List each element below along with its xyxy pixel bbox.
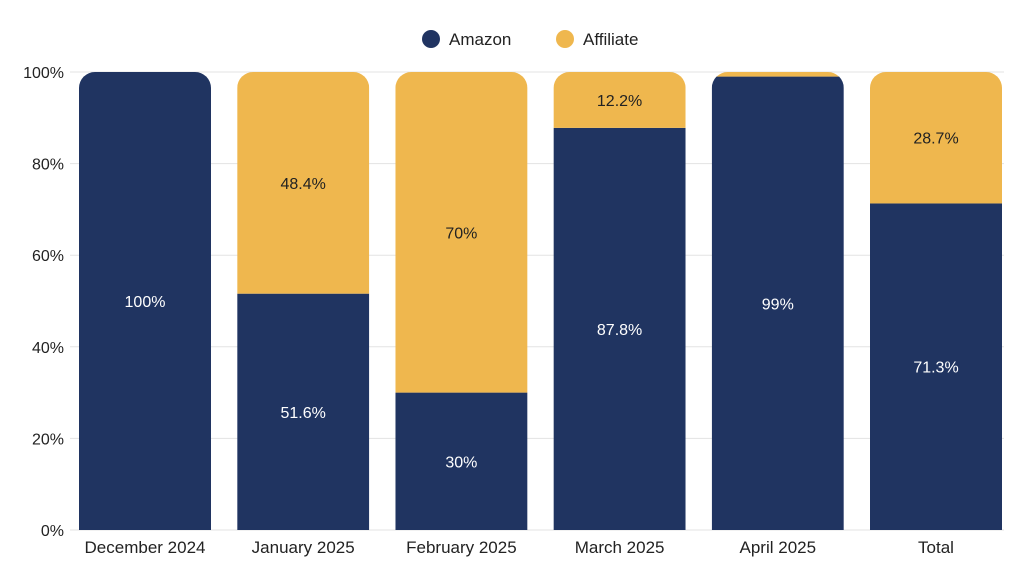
data-labels: 100% 51.6% 48.4% 30% 70% 87.8% 12.2% 99% 71.3% 28… bbox=[125, 93, 959, 471]
y-tick-label: 60% bbox=[32, 248, 64, 265]
x-tick-label: January 2025 bbox=[252, 538, 355, 557]
legend-marker-affiliate bbox=[556, 30, 574, 48]
x-tick-label: December 2024 bbox=[85, 538, 206, 557]
y-tick-label: 0% bbox=[41, 523, 64, 540]
y-tick-label: 100% bbox=[23, 65, 64, 82]
x-tick-label: February 2025 bbox=[406, 538, 517, 557]
x-tick-label: March 2025 bbox=[575, 538, 665, 557]
bar-amazon bbox=[711, 76, 844, 530]
bar-affiliate bbox=[553, 72, 686, 128]
bar-amazon bbox=[395, 392, 528, 530]
data-label-amazon: 30% bbox=[445, 454, 477, 471]
data-label-amazon: 71.3% bbox=[913, 360, 958, 377]
legend-marker-amazon bbox=[422, 30, 440, 48]
gridlines bbox=[70, 71, 1004, 531]
bar-affiliate bbox=[395, 72, 528, 393]
x-axis: December 2024 January 2025 February 2025 Ma… bbox=[85, 538, 954, 557]
legend-label-amazon: Amazon bbox=[449, 30, 511, 49]
bar-affiliate bbox=[870, 72, 1002, 204]
bar-stack bbox=[237, 72, 370, 530]
x-tick-label: April 2025 bbox=[740, 538, 817, 557]
data-label-amazon: 100% bbox=[125, 294, 166, 311]
bar-stack bbox=[870, 72, 1002, 531]
bar-affiliate bbox=[711, 72, 844, 77]
data-label-affiliate: 70% bbox=[445, 225, 477, 242]
legend-label-affiliate: Affiliate bbox=[583, 30, 638, 49]
data-label-amazon: 99% bbox=[762, 296, 794, 313]
bars bbox=[79, 72, 1002, 531]
bar-affiliate bbox=[237, 72, 370, 294]
data-label-amazon: 51.6% bbox=[281, 405, 326, 422]
bar-stack bbox=[553, 72, 686, 530]
y-tick-label: 40% bbox=[32, 340, 64, 357]
y-tick-label: 80% bbox=[32, 157, 64, 174]
y-axis: 0% 20% 40% 60% 80% 100% bbox=[23, 65, 64, 540]
data-label-affiliate: 12.2% bbox=[597, 93, 642, 110]
bar-amazon bbox=[79, 72, 211, 530]
y-tick-label: 20% bbox=[32, 431, 64, 448]
bar-stack bbox=[395, 72, 528, 530]
data-label-amazon: 87.8% bbox=[597, 322, 642, 339]
bar-amazon bbox=[237, 293, 370, 530]
data-label-affiliate: 48.4% bbox=[281, 176, 326, 193]
legend: Amazon Affiliate bbox=[422, 30, 638, 49]
bar-stack bbox=[79, 72, 211, 530]
bar-amazon bbox=[553, 127, 686, 530]
bar-amazon bbox=[870, 203, 1002, 531]
data-label-affiliate: 28.7% bbox=[913, 131, 958, 148]
bar-stack bbox=[711, 72, 844, 530]
x-tick-label: Total bbox=[918, 538, 954, 557]
